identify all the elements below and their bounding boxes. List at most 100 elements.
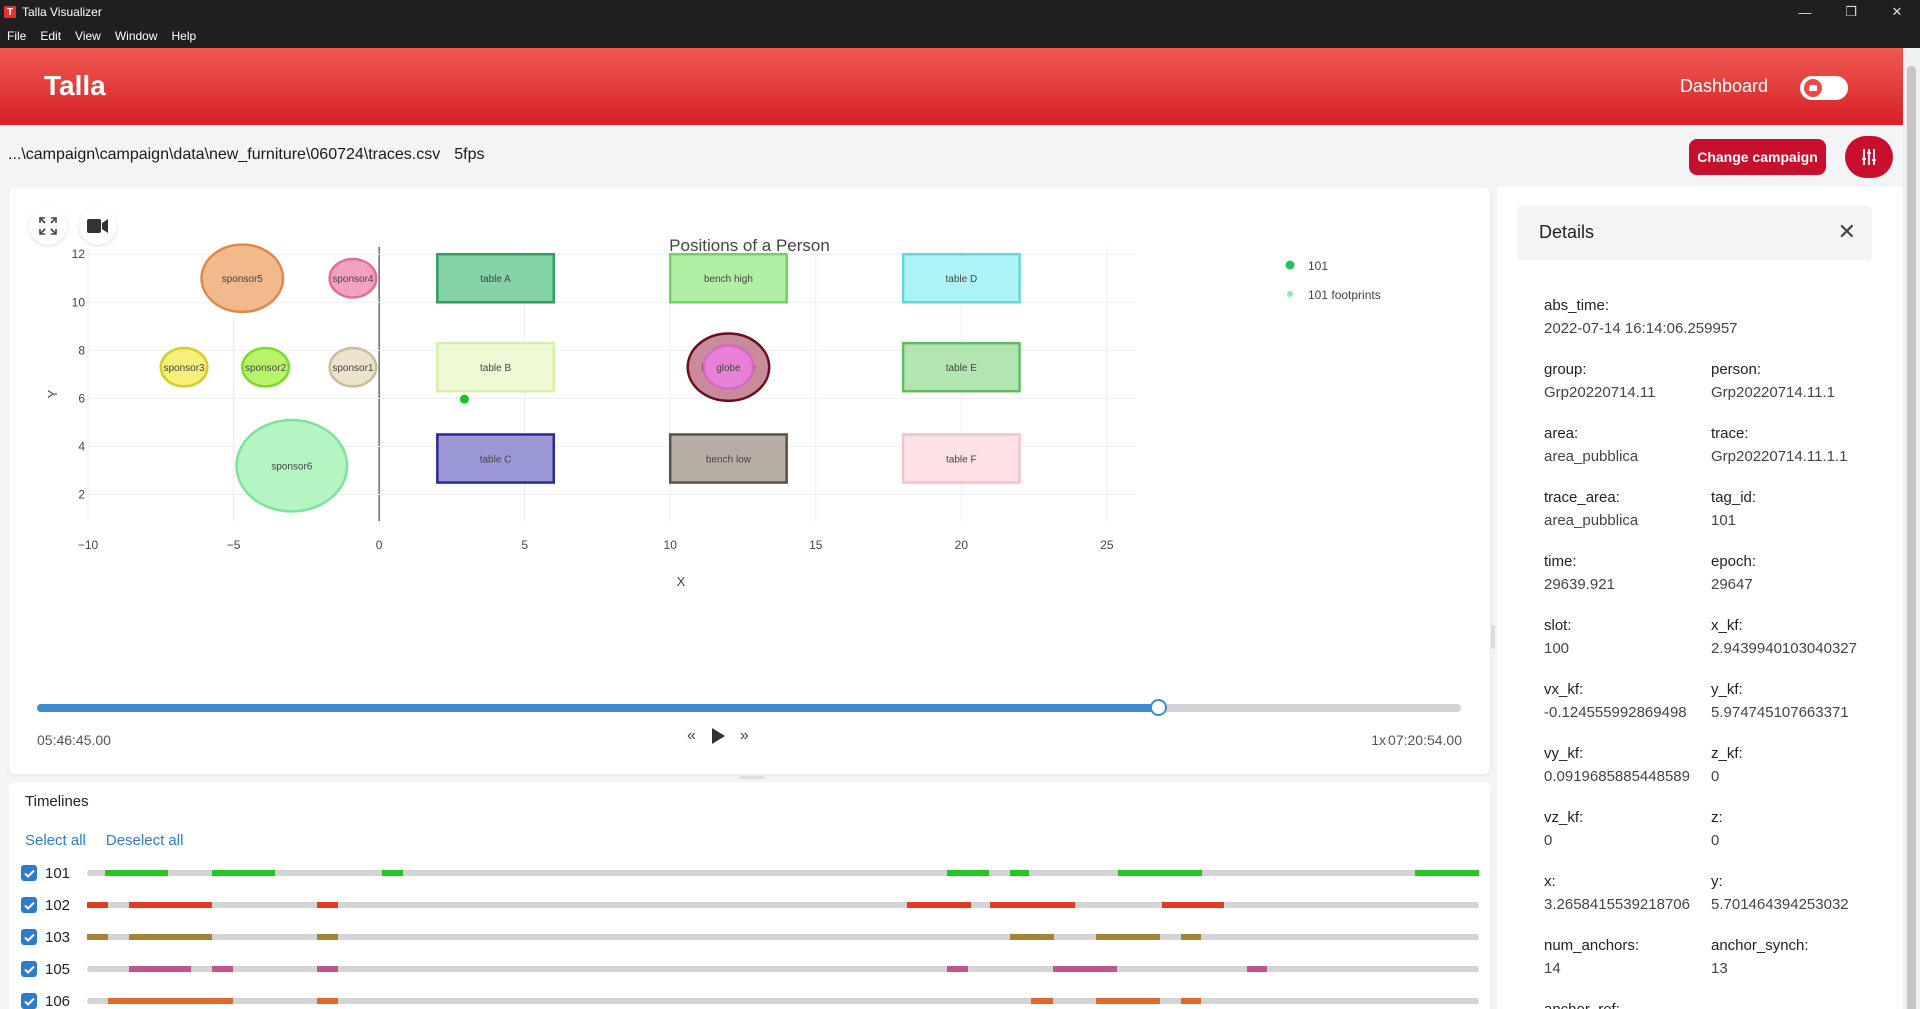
furniture-ellipse[interactable] — [328, 257, 378, 299]
details-resize-handle[interactable] — [1491, 625, 1495, 649]
dashboard-label[interactable]: Dashboard — [1679, 76, 1768, 96]
detail-key: trace_area: — [1544, 489, 1620, 506]
legend-marker[interactable] — [1287, 291, 1293, 297]
timeline-segment[interactable] — [990, 902, 1076, 908]
furniture-ellipse[interactable] — [328, 346, 378, 388]
timeline-segment[interactable] — [87, 902, 108, 908]
furniture-rect[interactable] — [436, 433, 556, 484]
timeline-segment[interactable] — [906, 902, 971, 908]
legend-label[interactable]: 101 footprints — [1308, 288, 1381, 302]
menu-view[interactable]: View — [75, 29, 101, 43]
timeline-segment[interactable] — [1075, 966, 1118, 972]
furniture-ellipse[interactable] — [241, 346, 291, 388]
timeline-segment[interactable] — [382, 870, 403, 876]
legend-marker[interactable] — [1285, 260, 1295, 270]
furniture-rect[interactable] — [901, 252, 1021, 304]
timeline-segment[interactable] — [316, 934, 338, 940]
menu-window[interactable]: Window — [114, 29, 158, 43]
timeline-segment[interactable] — [1009, 870, 1030, 876]
scrollbar-thumb[interactable] — [1907, 66, 1916, 1009]
furniture-label: table E — [946, 363, 977, 374]
timeline-segment[interactable] — [1181, 998, 1201, 1004]
furniture-ellipse[interactable] — [702, 344, 755, 391]
change-campaign-button[interactable]: Change campaign — [1689, 139, 1826, 175]
slider-handle[interactable] — [1149, 699, 1167, 716]
dashboard-toggle[interactable] — [1800, 76, 1848, 100]
play-icon[interactable] — [710, 727, 726, 745]
furniture-rect[interactable] — [901, 433, 1021, 484]
furniture-rect[interactable] — [901, 341, 1021, 393]
close-window-icon[interactable]: ✕ — [1891, 4, 1903, 19]
person-position-point[interactable] — [459, 394, 469, 404]
timeline-checkbox[interactable] — [21, 865, 37, 881]
timeline-segment[interactable] — [947, 870, 989, 876]
furniture-ellipse[interactable] — [235, 418, 349, 513]
timeline-track[interactable] — [87, 934, 1479, 940]
timeline-segment[interactable] — [212, 966, 234, 972]
timeline-checkbox[interactable] — [21, 993, 37, 1009]
fullscreen-button[interactable] — [29, 207, 67, 245]
select-all-link[interactable]: Select all — [25, 832, 86, 849]
legend-label[interactable]: 101 — [1308, 259, 1328, 273]
timeline-segment[interactable] — [1181, 934, 1201, 940]
timeline-segment[interactable] — [128, 966, 192, 972]
timeline-segment[interactable] — [1096, 934, 1161, 940]
timeline-checkbox[interactable] — [21, 961, 37, 977]
furniture-rect[interactable] — [668, 433, 788, 484]
timeline-segment[interactable] — [87, 934, 108, 940]
timeline-segment[interactable] — [128, 902, 213, 908]
furniture-ellipse[interactable] — [200, 243, 285, 314]
menu-file[interactable]: File — [7, 29, 27, 43]
timeline-track[interactable] — [87, 870, 1479, 876]
timeline-segment[interactable] — [947, 966, 969, 972]
timeline-segment[interactable] — [1246, 966, 1268, 972]
restore-icon[interactable]: ❐ — [1845, 4, 1857, 19]
furniture-rect[interactable] — [436, 252, 556, 304]
timeline-segment[interactable] — [128, 934, 213, 940]
x-tick-label: 20 — [955, 538, 969, 552]
timeline-segment[interactable] — [316, 966, 338, 972]
timelines-title: Timelines — [25, 793, 89, 810]
timeline-slider[interactable] — [37, 699, 1461, 716]
furniture-rect[interactable] — [436, 341, 556, 393]
detail-key: epoch: — [1711, 553, 1757, 570]
close-details-icon[interactable]: ✕ — [1837, 219, 1856, 244]
timeline-segment[interactable] — [1118, 870, 1202, 876]
menu-edit[interactable]: Edit — [40, 29, 62, 43]
timeline-segment[interactable] — [1053, 966, 1076, 972]
furniture-ellipse[interactable] — [159, 346, 209, 388]
timeline-track[interactable] — [87, 902, 1479, 908]
menu-help[interactable]: Help — [171, 29, 197, 43]
timeline-segment[interactable] — [316, 998, 338, 1004]
timeline-checkbox[interactable] — [21, 929, 37, 945]
timeline-segment[interactable] — [1414, 870, 1479, 876]
timeline-segment[interactable] — [212, 870, 275, 876]
timeline-label: 102 — [45, 897, 71, 914]
deselect-all-link[interactable]: Deselect all — [105, 832, 184, 849]
timeline-track[interactable] — [87, 966, 1479, 972]
furniture-rect[interactable] — [668, 252, 788, 304]
page-scrollbar[interactable] — [1903, 48, 1920, 1009]
timeline-segment[interactable] — [1161, 902, 1225, 908]
panel-resize-handle[interactable] — [740, 776, 764, 779]
detail-value: 0 — [1544, 832, 1553, 849]
timeline-checkbox[interactable] — [21, 897, 37, 913]
app-logo-icon: T — [4, 6, 16, 18]
timeline-row: 102 — [21, 897, 1491, 914]
timeline-segment[interactable] — [316, 902, 338, 908]
timeline-track[interactable] — [87, 998, 1479, 1004]
fast-forward-icon[interactable]: » — [739, 727, 749, 744]
timeline-segment[interactable] — [1009, 934, 1055, 940]
record-video-button[interactable] — [79, 207, 117, 245]
timeline-segment[interactable] — [107, 998, 234, 1004]
timeline-segment[interactable] — [105, 870, 168, 876]
detail-value: 0 — [1711, 832, 1720, 849]
minimize-icon[interactable]: — — [1798, 4, 1812, 20]
timeline-segment[interactable] — [1030, 998, 1054, 1004]
y-tick-label: 8 — [78, 343, 85, 357]
playback-speed[interactable]: 1x — [1371, 732, 1386, 748]
timeline-segment[interactable] — [1096, 998, 1161, 1004]
settings-button[interactable] — [1845, 136, 1893, 178]
rewind-icon[interactable]: « — [687, 727, 696, 744]
